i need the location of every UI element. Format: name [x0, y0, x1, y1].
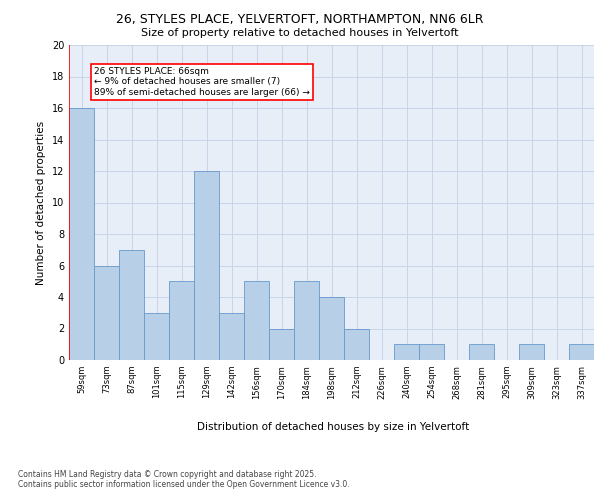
Bar [244, 281, 269, 360]
Text: Contains public sector information licensed under the Open Government Licence v3: Contains public sector information licen… [18, 480, 350, 489]
Text: Contains HM Land Registry data © Crown copyright and database right 2025.: Contains HM Land Registry data © Crown c… [18, 470, 317, 479]
Text: 26 STYLES PLACE: 66sqm
← 9% of detached houses are smaller (7)
89% of semi-detac: 26 STYLES PLACE: 66sqm ← 9% of detached … [94, 67, 310, 97]
Bar [419, 344, 444, 360]
Bar [569, 344, 594, 360]
Bar [469, 344, 494, 360]
Y-axis label: Number of detached properties: Number of detached properties [36, 120, 46, 284]
Bar [169, 281, 194, 360]
Bar [344, 328, 369, 360]
Text: 26, STYLES PLACE, YELVERTOFT, NORTHAMPTON, NN6 6LR: 26, STYLES PLACE, YELVERTOFT, NORTHAMPTO… [116, 12, 484, 26]
Bar [144, 313, 169, 360]
Bar [269, 328, 294, 360]
Bar [69, 108, 94, 360]
Bar [394, 344, 419, 360]
Text: Size of property relative to detached houses in Yelvertoft: Size of property relative to detached ho… [141, 28, 459, 38]
Bar [319, 297, 344, 360]
Bar [519, 344, 544, 360]
Bar [294, 281, 319, 360]
Bar [194, 171, 219, 360]
Bar [219, 313, 244, 360]
Bar [119, 250, 144, 360]
Bar [94, 266, 119, 360]
Text: Distribution of detached houses by size in Yelvertoft: Distribution of detached houses by size … [197, 422, 469, 432]
